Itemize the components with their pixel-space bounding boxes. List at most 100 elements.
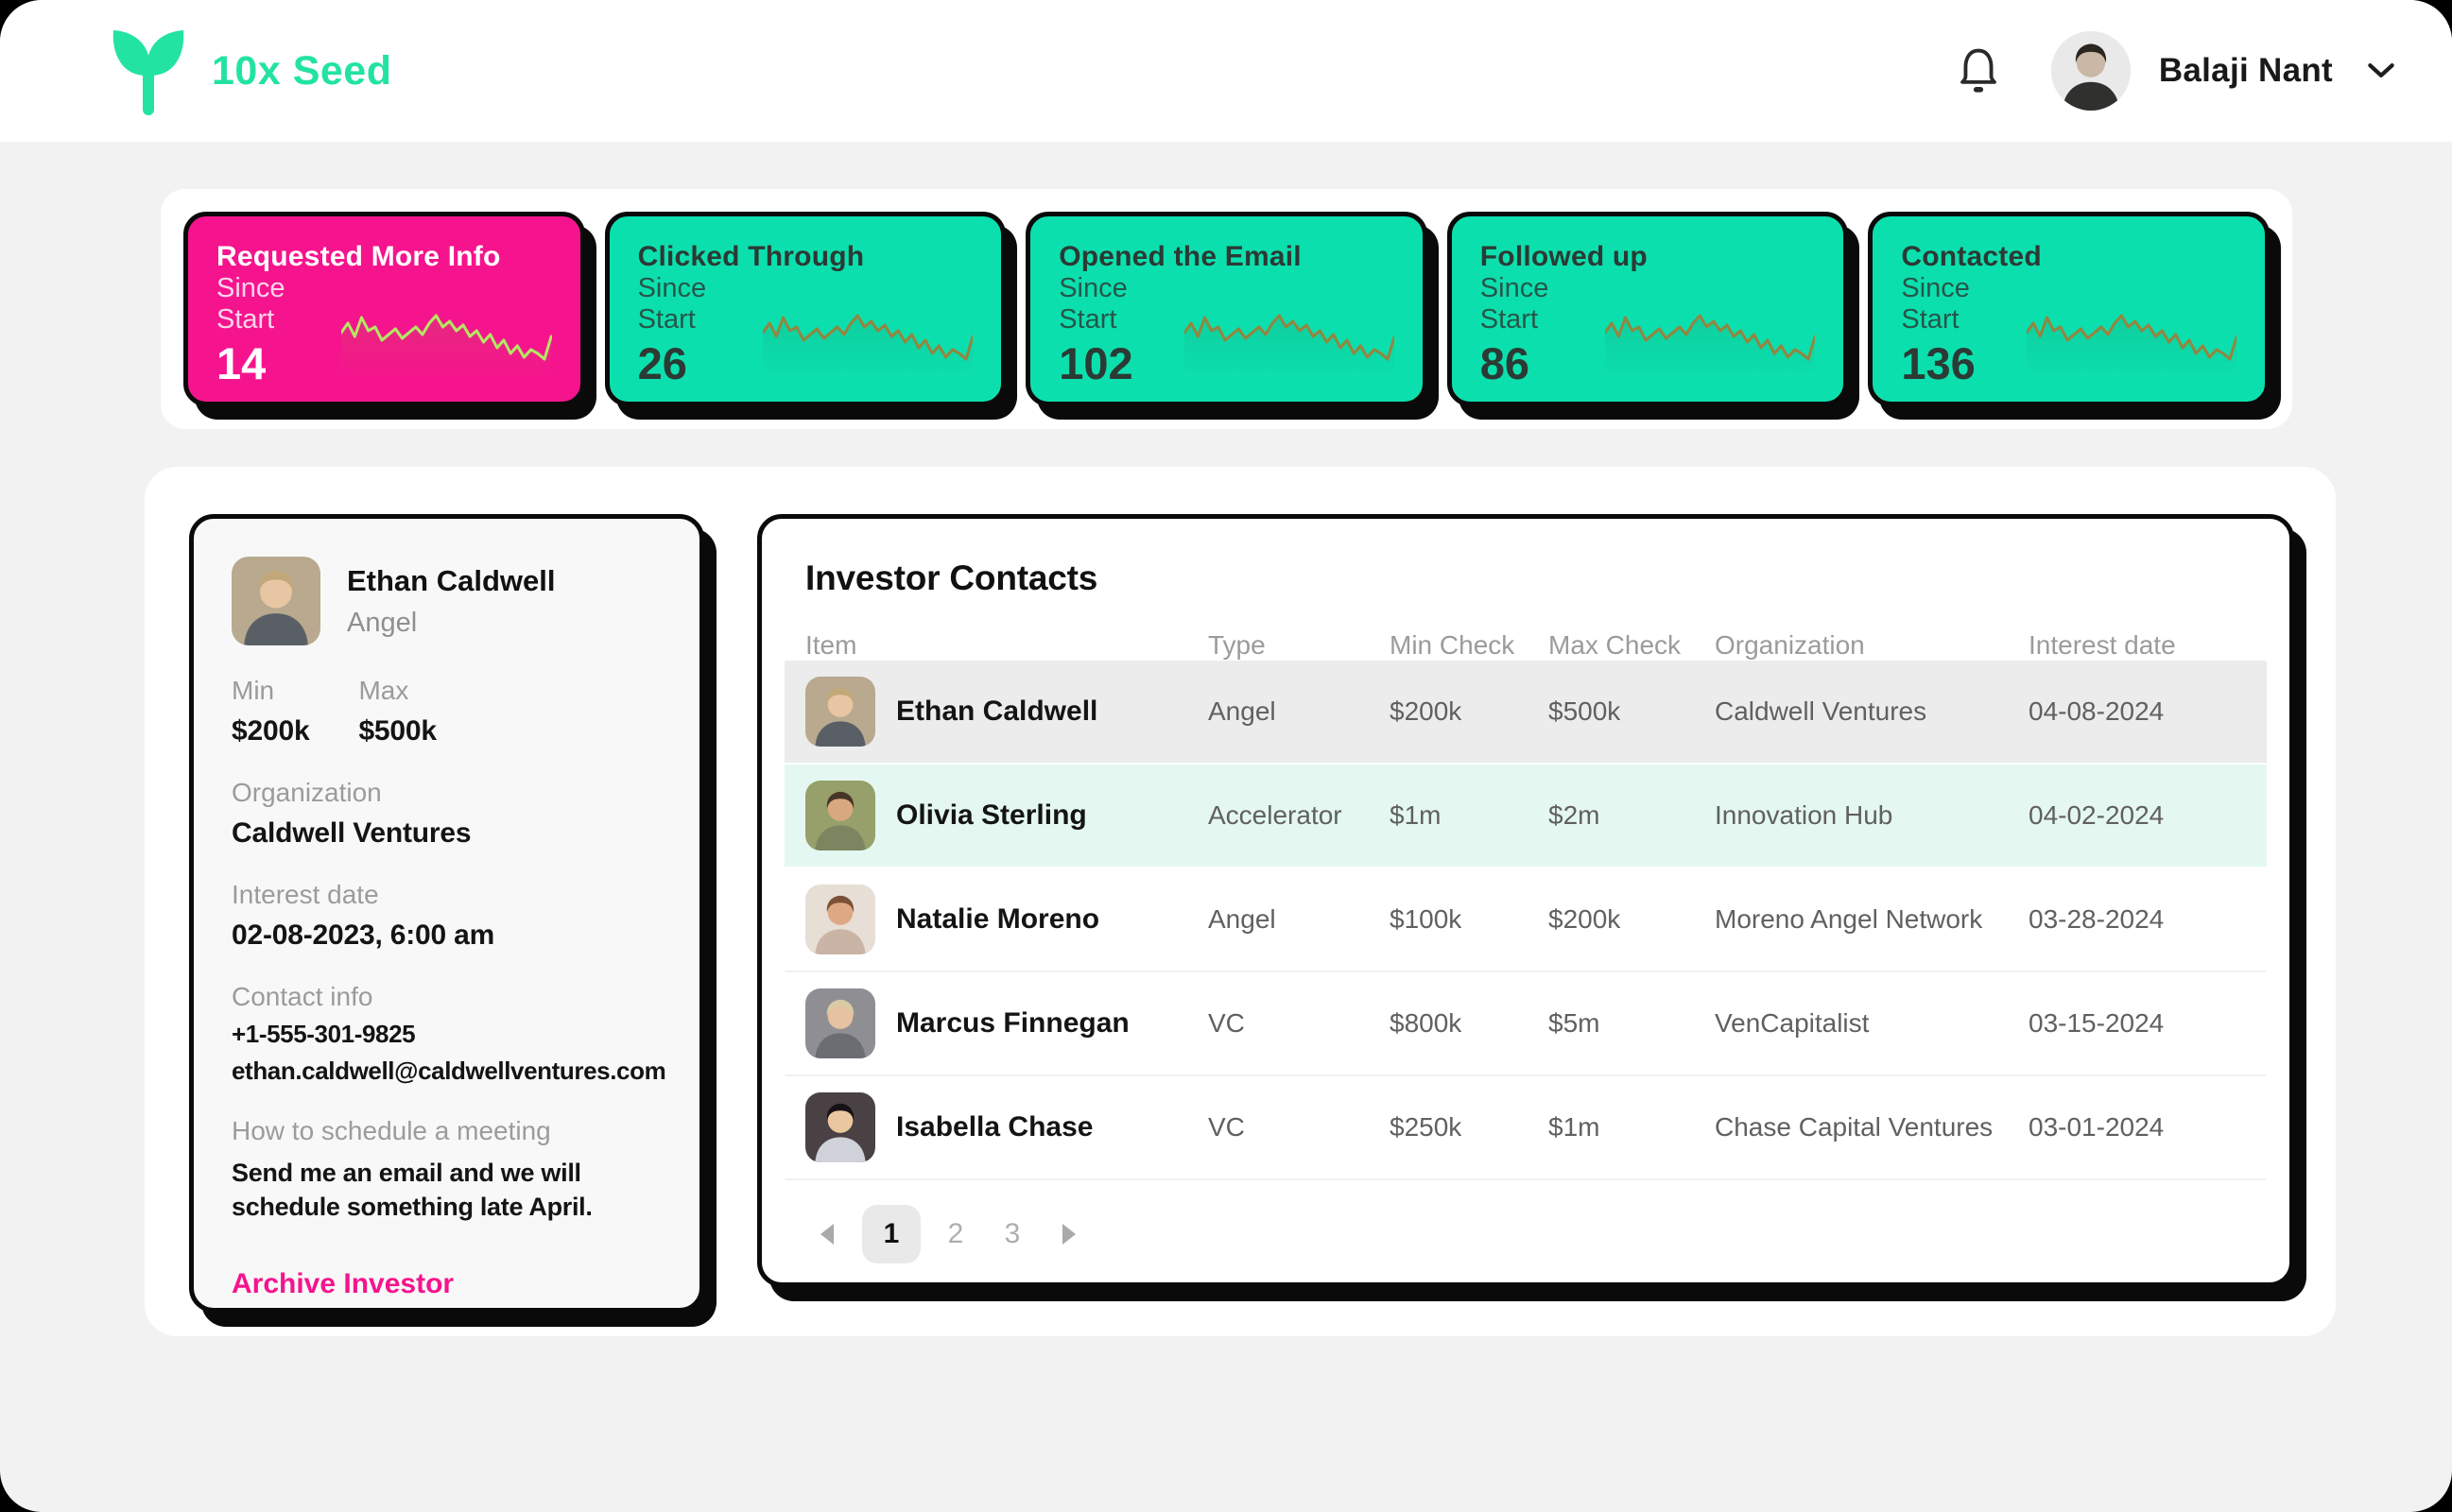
- app-title: 10x Seed: [212, 47, 392, 94]
- contact-min-check: $250k: [1390, 1112, 1462, 1142]
- stat-card-value: 86: [1479, 338, 1530, 388]
- top-bar: 10x Seed Balaji Nant: [0, 0, 2452, 142]
- contact-avatar: [805, 885, 875, 954]
- stat-card-clicked-through[interactable]: Clicked Through Since Start 26: [604, 212, 1007, 406]
- contact-organization: Chase Capital Ventures: [1715, 1112, 1994, 1142]
- contact-organization: Innovation Hub: [1715, 800, 1893, 830]
- investor-type: Angel: [347, 608, 418, 638]
- stat-card-value: 14: [216, 338, 267, 388]
- contact-max-check: $200k: [1548, 904, 1621, 934]
- sparkline-chart: [763, 313, 974, 378]
- stat-card-value: 136: [1901, 338, 1976, 388]
- contact-max-check: $5m: [1548, 1008, 1600, 1038]
- organization-value: Caldwell Ventures: [232, 817, 472, 849]
- stat-card-value: 26: [637, 338, 687, 388]
- column-header-type: Type: [1208, 630, 1266, 660]
- stat-card-title: Followed up: [1479, 241, 1648, 272]
- table-title: Investor Contacts: [805, 558, 1098, 597]
- column-header-min-check: Min Check: [1390, 630, 1515, 660]
- stat-card-title: Contacted: [1901, 241, 2042, 272]
- contact-min-check: $100k: [1390, 904, 1462, 934]
- investor-detail-card: Ethan Caldwell Angel Min $200k Max $500k…: [189, 514, 704, 1313]
- contact-interest-date: 03-28-2024: [2029, 904, 2165, 934]
- investor-contacts-card: Investor Contacts Item Type Min Check Max C…: [757, 514, 2294, 1287]
- next-page-button[interactable]: [1047, 1212, 1091, 1256]
- stat-card-period-label: Since Start: [1479, 273, 1549, 335]
- stats-panel: Requested More Info Since Start 14 Click…: [161, 189, 2292, 429]
- notifications-bell-icon[interactable]: [1957, 46, 2000, 95]
- interest-date-label: Interest date: [232, 880, 379, 909]
- contact-type: Accelerator: [1208, 800, 1342, 830]
- page-button-1[interactable]: 1: [862, 1205, 921, 1263]
- column-header-interest-date: Interest date: [2029, 630, 2176, 660]
- investor-avatar: [232, 557, 320, 645]
- contact-name: Isabella Chase: [896, 1111, 1094, 1143]
- stat-card-opened-the-email[interactable]: Opened the Email Since Start 102: [1026, 212, 1427, 406]
- contact-min-check: $200k: [1390, 696, 1462, 726]
- contact-organization: Moreno Angel Network: [1715, 904, 1983, 934]
- stat-card-period-label: Since Start: [637, 273, 707, 335]
- brand: 10x Seed: [112, 25, 391, 117]
- main-panel: Ethan Caldwell Angel Min $200k Max $500k…: [145, 467, 2336, 1336]
- contact-type: Angel: [1208, 904, 1276, 934]
- investor-name: Ethan Caldwell: [347, 564, 556, 597]
- contact-name: Ethan Caldwell: [896, 696, 1098, 727]
- contact-type: Angel: [1208, 696, 1276, 726]
- contact-email: ethan.caldwell@caldwellventures.com: [232, 1057, 666, 1085]
- user-name: Balaji Nant: [2158, 52, 2333, 89]
- stat-card-title: Requested More Info: [216, 241, 501, 272]
- next-arrow-icon: [1062, 1224, 1076, 1245]
- contact-interest-date: 03-01-2024: [2029, 1112, 2165, 1142]
- contact-name: Natalie Moreno: [896, 903, 1100, 935]
- max-value: $500k: [358, 715, 437, 747]
- stat-card-period-label: Since Start: [216, 273, 285, 335]
- user-avatar[interactable]: [2050, 31, 2131, 111]
- page-button-2[interactable]: 2: [934, 1212, 977, 1256]
- contact-avatar: [805, 677, 875, 747]
- contact-max-check: $500k: [1548, 696, 1621, 726]
- sprout-logo-icon: [112, 30, 184, 115]
- archive-investor-link[interactable]: Archive Investor: [232, 1267, 455, 1299]
- stat-card-contacted[interactable]: Contacted Since Start 136: [1868, 212, 2270, 406]
- contact-interest-date: 04-02-2024: [2029, 800, 2165, 830]
- sparkline-chart: [1183, 313, 1394, 378]
- table-body: Ethan Caldwell Angel $200k $500k Caldwel…: [785, 661, 2267, 1180]
- stat-card-period-label: Since Start: [1059, 273, 1128, 335]
- contact-organization: VenCapitalist: [1715, 1008, 1870, 1038]
- stat-card-followed-up[interactable]: Followed up Since Start 86: [1446, 212, 1849, 406]
- table-row[interactable]: Marcus Finnegan VC $800k $5m VenCapitali…: [785, 972, 2267, 1076]
- interest-date-value: 02-08-2023, 6:00 am: [232, 919, 495, 951]
- sparkline-chart: [2026, 313, 2236, 378]
- contact-organization: Caldwell Ventures: [1715, 696, 1927, 726]
- contact-min-check: $800k: [1390, 1008, 1462, 1038]
- min-label: Min: [232, 676, 275, 705]
- contact-name: Marcus Finnegan: [896, 1007, 1130, 1039]
- contact-max-check: $1m: [1548, 1112, 1600, 1142]
- contact-phone: +1-555-301-9825: [232, 1020, 416, 1048]
- table-row[interactable]: Ethan Caldwell Angel $200k $500k Caldwel…: [785, 661, 2267, 765]
- contact-min-check: $1m: [1390, 800, 1442, 830]
- contact-interest-date: 04-08-2024: [2029, 696, 2165, 726]
- prev-page-button[interactable]: [805, 1212, 849, 1256]
- column-header-max-check: Max Check: [1548, 630, 1682, 660]
- table-row[interactable]: Natalie Moreno Angel $100k $200k Moreno …: [785, 868, 2267, 972]
- table-row[interactable]: Isabella Chase VC $250k $1m Chase Capita…: [785, 1076, 2267, 1180]
- contact-max-check: $2m: [1548, 800, 1600, 830]
- prev-arrow-icon: [820, 1224, 834, 1245]
- user-menu-chevron-icon[interactable]: [2367, 62, 2395, 79]
- stat-card-period-label: Since Start: [1901, 273, 1970, 335]
- table-row[interactable]: Olivia Sterling Accelerator $1m $2m Inno…: [785, 765, 2267, 868]
- stat-card-requested-more-info[interactable]: Requested More Info Since Start 14: [183, 212, 585, 406]
- contact-type: VC: [1208, 1112, 1245, 1142]
- contact-name: Olivia Sterling: [896, 799, 1087, 831]
- column-header-item: Item: [805, 630, 857, 660]
- sparkline-chart: [341, 313, 552, 378]
- header-actions: Balaji Nant: [1957, 31, 2395, 111]
- stat-card-value: 102: [1059, 338, 1133, 388]
- stat-card-title: Opened the Email: [1059, 241, 1302, 272]
- organization-label: Organization: [232, 778, 382, 807]
- page-button-3[interactable]: 3: [991, 1212, 1034, 1256]
- contact-type: VC: [1208, 1008, 1245, 1038]
